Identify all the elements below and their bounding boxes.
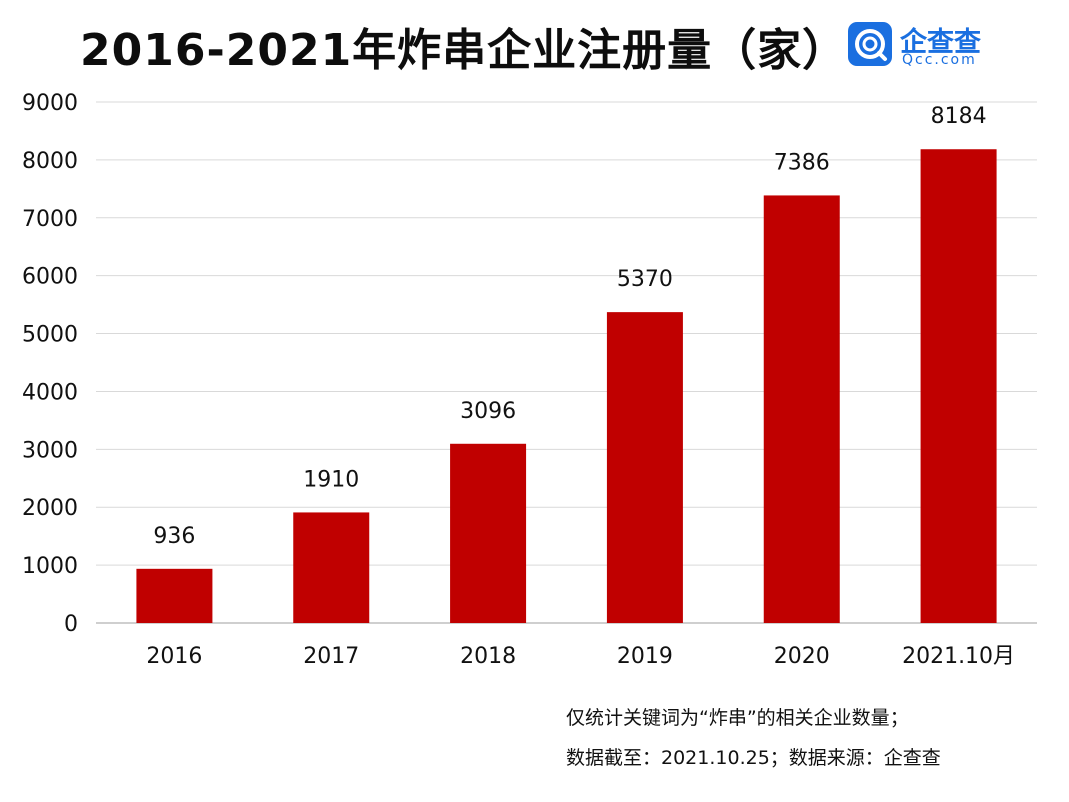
y-tick-label: 5000 [22, 323, 78, 348]
data-label: 5370 [617, 267, 673, 292]
qcc-logo: 企查查 Qcc.com [848, 22, 988, 70]
y-tick-label: 6000 [22, 265, 78, 290]
bar [450, 443, 527, 623]
y-tick-label: 3000 [22, 438, 78, 463]
bar [606, 312, 683, 623]
y-tick-label: 4000 [22, 380, 78, 405]
data-label: 8184 [931, 104, 987, 129]
x-tick-label: 2019 [617, 644, 673, 669]
chart-title: 2016-2021年炸串企业注册量（家） [80, 25, 848, 76]
x-tick-label: 2020 [774, 644, 830, 669]
qcc-logo-name: 企查查 [900, 27, 981, 58]
bar [763, 195, 840, 623]
qcc-logo-icon [848, 22, 892, 66]
data-label: 3096 [460, 399, 516, 424]
footnote-scope: 仅统计关键词为“炸串”的相关企业数量； [566, 707, 909, 729]
x-tick-label: 2021.10月 [902, 644, 1015, 669]
data-label: 936 [153, 524, 195, 549]
x-tick-label: 2017 [303, 644, 359, 669]
bar [293, 512, 370, 623]
bar [136, 568, 213, 623]
y-tick-label: 7000 [22, 207, 78, 232]
y-tick-label: 2000 [22, 496, 78, 521]
y-tick-label: 0 [64, 612, 78, 637]
footnote-source: 数据截至：2021.10.25；数据来源：企查查 [566, 747, 941, 769]
y-tick-label: 9000 [22, 91, 78, 116]
x-tick-label: 2018 [460, 644, 516, 669]
y-tick-label: 8000 [22, 149, 78, 174]
bar [920, 149, 997, 623]
data-label: 1910 [303, 467, 359, 492]
qcc-logo-domain: Qcc.com [902, 52, 977, 68]
x-tick-label: 2016 [146, 644, 202, 669]
y-tick-label: 1000 [22, 554, 78, 579]
data-label: 7386 [774, 150, 830, 175]
